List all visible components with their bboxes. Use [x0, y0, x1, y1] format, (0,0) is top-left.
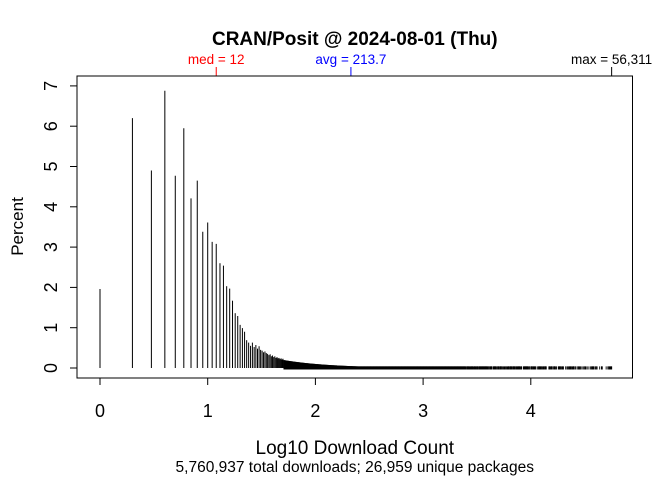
- x-axis-label: Log10 Download Count: [256, 438, 455, 459]
- x-tick-label-3: 3: [418, 401, 428, 421]
- x-axis-subtitle: 5,760,937 total downloads; 26,959 unique…: [176, 459, 535, 476]
- y-tick-label-4: 4: [41, 202, 61, 212]
- y-tick-label-5: 5: [41, 161, 61, 171]
- x-tick-label-4: 4: [526, 401, 536, 421]
- y-tick-label-7: 7: [41, 81, 61, 91]
- chart-title: CRAN/Posit @ 2024-08-01 (Thu): [212, 29, 498, 50]
- x-tick-label-0: 0: [95, 401, 105, 421]
- y-tick-label-2: 2: [41, 282, 61, 292]
- y-tick-label-3: 3: [41, 242, 61, 252]
- plot-geometry: [70, 67, 633, 385]
- mean-annotation: avg = 213.7: [315, 52, 386, 67]
- y-axis-label: Percent: [8, 197, 27, 256]
- max-annotation: max = 56,311: [571, 52, 652, 67]
- y-tick-label-1: 1: [41, 323, 61, 333]
- x-tick-label-1: 1: [203, 401, 213, 421]
- y-tick-label-0: 0: [41, 363, 61, 373]
- y-tick-label-6: 6: [41, 121, 61, 131]
- plot-box: [76, 75, 633, 379]
- median-annotation: med = 12: [188, 52, 245, 67]
- x-tick-label-2: 2: [310, 401, 320, 421]
